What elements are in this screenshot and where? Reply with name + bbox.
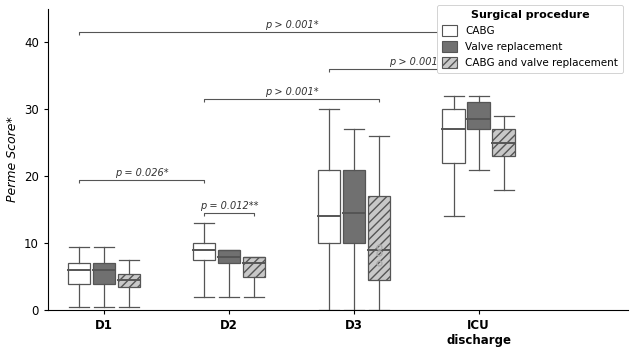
Bar xyxy=(318,169,340,243)
Legend: CABG, Valve replacement, CABG and valve replacement: CABG, Valve replacement, CABG and valve … xyxy=(437,5,623,73)
Bar xyxy=(243,257,265,277)
Bar xyxy=(68,263,91,283)
Bar xyxy=(493,129,515,156)
Text: p > 0.001*: p > 0.001* xyxy=(264,88,318,97)
Y-axis label: Perme Score*: Perme Score* xyxy=(6,116,18,202)
Bar xyxy=(217,250,240,263)
Bar xyxy=(342,169,365,243)
Bar xyxy=(368,196,390,280)
Text: p = 0.026*: p = 0.026* xyxy=(115,168,169,178)
Bar xyxy=(118,274,140,287)
Text: p = 0.012**: p = 0.012** xyxy=(200,202,258,211)
Bar xyxy=(93,263,115,283)
Bar xyxy=(467,102,490,129)
Text: p > 0.001*: p > 0.001* xyxy=(264,20,318,30)
Bar xyxy=(193,243,216,260)
Text: p > 0.001*: p > 0.001* xyxy=(389,57,443,67)
Bar xyxy=(443,109,465,163)
